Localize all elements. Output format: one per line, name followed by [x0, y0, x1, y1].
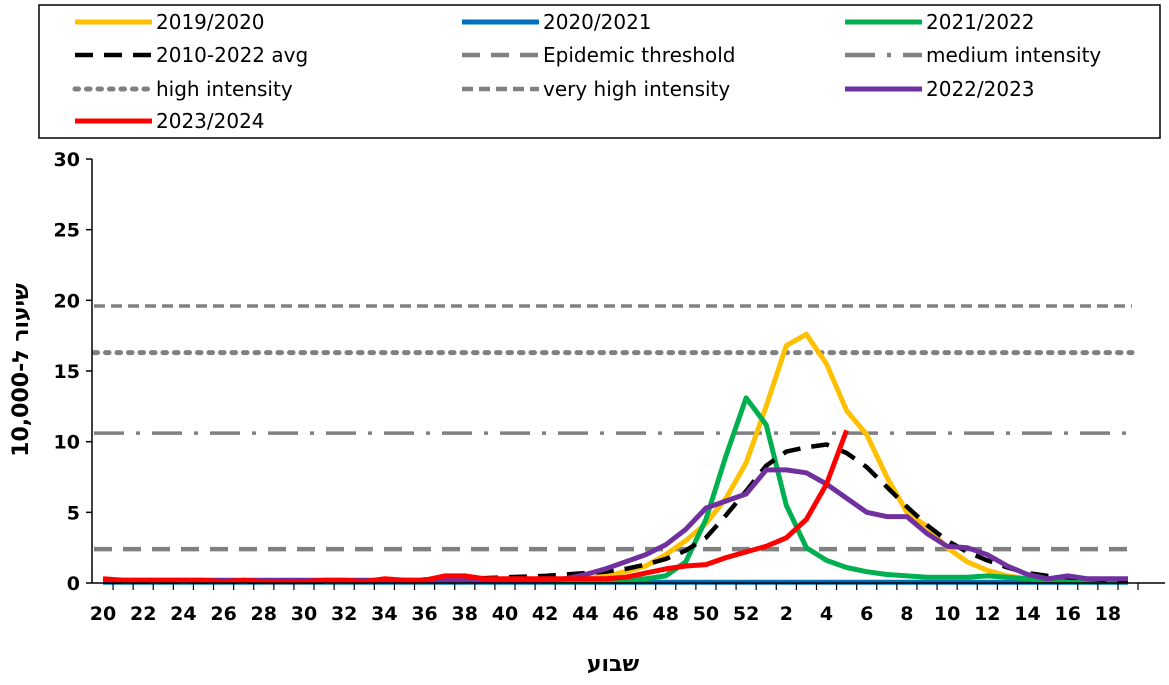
- series-line-2019-2020: [102, 331, 1128, 585]
- y-axis-title: שיעור ל-10,000: [9, 283, 34, 457]
- legend-label-epidemic-threshold: Epidemic threshold: [543, 43, 735, 67]
- x-axis-title: שבוע: [587, 652, 640, 677]
- legend-label-2010-2022-avg: 2010-2022 avg: [156, 43, 308, 67]
- series-lines: [102, 331, 1128, 585]
- x-tick-label: 14: [1014, 603, 1040, 625]
- x-tick-label: 28: [251, 603, 277, 625]
- x-tick-label: 8: [900, 603, 913, 625]
- y-tick-label: 20: [54, 290, 80, 312]
- y-tick-label: 15: [54, 361, 80, 383]
- legend-label-medium-intensity: medium intensity: [926, 43, 1101, 67]
- legend-label-2020-2021: 2020/2021: [543, 10, 652, 34]
- legend-label-2021-2022: 2021/2022: [926, 10, 1035, 34]
- x-tick-label: 36: [411, 603, 437, 625]
- x-tick-label: 44: [572, 603, 598, 625]
- x-tick-label: 22: [130, 603, 156, 625]
- y-tick-label: 25: [54, 220, 80, 242]
- legend-label-very-high-intensity: very high intensity: [543, 77, 730, 101]
- x-tick-label: 32: [331, 603, 357, 625]
- x-tick-label: 12: [974, 603, 1000, 625]
- series-line-2023-2024: [102, 429, 849, 585]
- x-tick-label: 30: [291, 603, 317, 625]
- y-tick-label: 10: [54, 432, 80, 454]
- x-tick-label: 6: [860, 603, 873, 625]
- y-tick-label: 30: [54, 149, 80, 171]
- x-tick-label: 26: [210, 603, 236, 625]
- x-tick-label: 46: [612, 603, 638, 625]
- x-tick-label: 42: [532, 603, 558, 625]
- x-tick-label: 20: [90, 603, 116, 625]
- x-tick-label: 40: [492, 603, 518, 625]
- x-tick-label: 10: [934, 603, 960, 625]
- x-tick-label: 52: [733, 603, 759, 625]
- series-line-2021-2022: [103, 395, 1128, 585]
- x-tick-label: 38: [452, 603, 478, 625]
- legend: 2019/2020 2020/2021 2021/2022 2010-2022 avg…: [38, 4, 1161, 139]
- x-tick-label: 48: [653, 603, 679, 625]
- legend-label-2019-2020: 2019/2020: [156, 10, 265, 34]
- x-tick-label: 16: [1054, 603, 1080, 625]
- legend-box: [38, 4, 1161, 139]
- y-tick-label: 5: [67, 502, 80, 524]
- x-tick-label: 2: [780, 603, 793, 625]
- legend-label-2023-2024: 2023/2024: [156, 109, 265, 133]
- legend-label-high-intensity: high intensity: [156, 77, 293, 101]
- x-tick-label: 4: [820, 603, 833, 625]
- x-tick-label: 34: [371, 603, 397, 625]
- x-tick-label: 24: [170, 603, 196, 625]
- legend-label-2022-2023: 2022/2023: [926, 77, 1035, 101]
- series-line-2010-2022-avg: [103, 442, 1128, 584]
- threshold-lines: [91, 304, 1135, 552]
- x-tick-label: 18: [1095, 603, 1121, 625]
- y-tick-label: 0: [67, 573, 80, 595]
- x-tick-label: 50: [693, 603, 719, 625]
